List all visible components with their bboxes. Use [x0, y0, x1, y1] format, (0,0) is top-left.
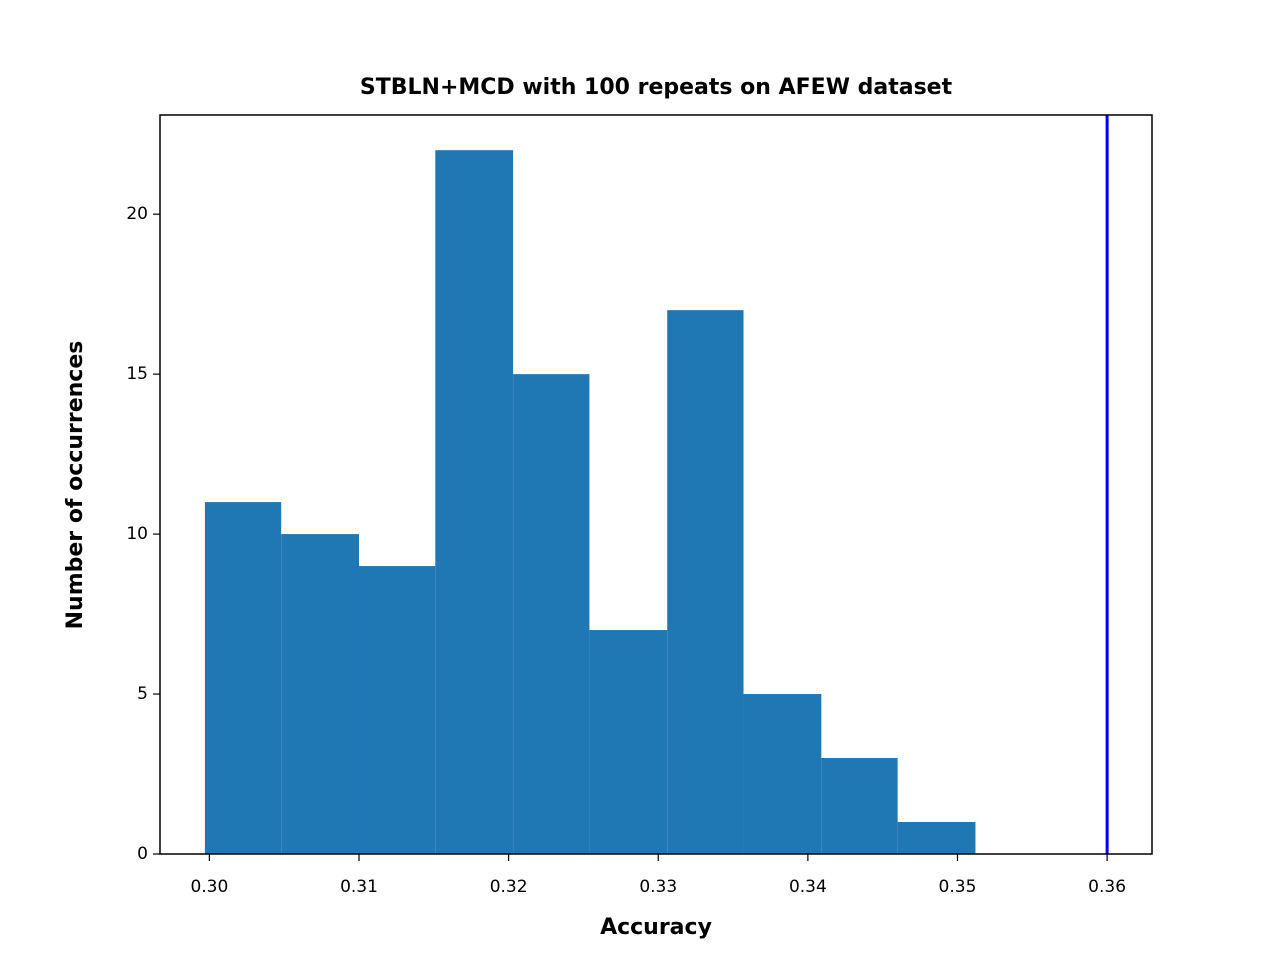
x-tick-label: 0.35	[939, 877, 977, 897]
x-axis-label: Accuracy	[600, 915, 712, 940]
y-axis-label: Number of occurrences	[63, 341, 88, 630]
y-tick-label: 10	[126, 524, 148, 544]
x-tick-label: 0.33	[639, 877, 677, 897]
bar	[897, 822, 976, 854]
bar	[821, 758, 898, 854]
x-tick-label: 0.31	[340, 877, 378, 897]
plot-frame	[159, 114, 1153, 855]
x-tick-label: 0.36	[1088, 877, 1126, 897]
bar	[281, 534, 359, 854]
x-tick-label: 0.34	[789, 877, 827, 897]
bar	[667, 310, 744, 854]
y-tick-label: 5	[137, 684, 148, 704]
bar	[513, 374, 590, 854]
bar	[435, 150, 514, 854]
bar	[589, 630, 668, 854]
y-tick-label: 0	[137, 844, 148, 864]
y-tick-label: 15	[126, 364, 148, 384]
chart-title: STBLN+MCD with 100 repeats on AFEW datas…	[360, 75, 953, 100]
bar	[204, 502, 282, 854]
y-tick-label: 20	[126, 204, 148, 224]
x-tick-label: 0.32	[490, 877, 528, 897]
bar	[743, 694, 822, 854]
bar	[358, 566, 436, 854]
x-tick-label: 0.30	[190, 877, 228, 897]
